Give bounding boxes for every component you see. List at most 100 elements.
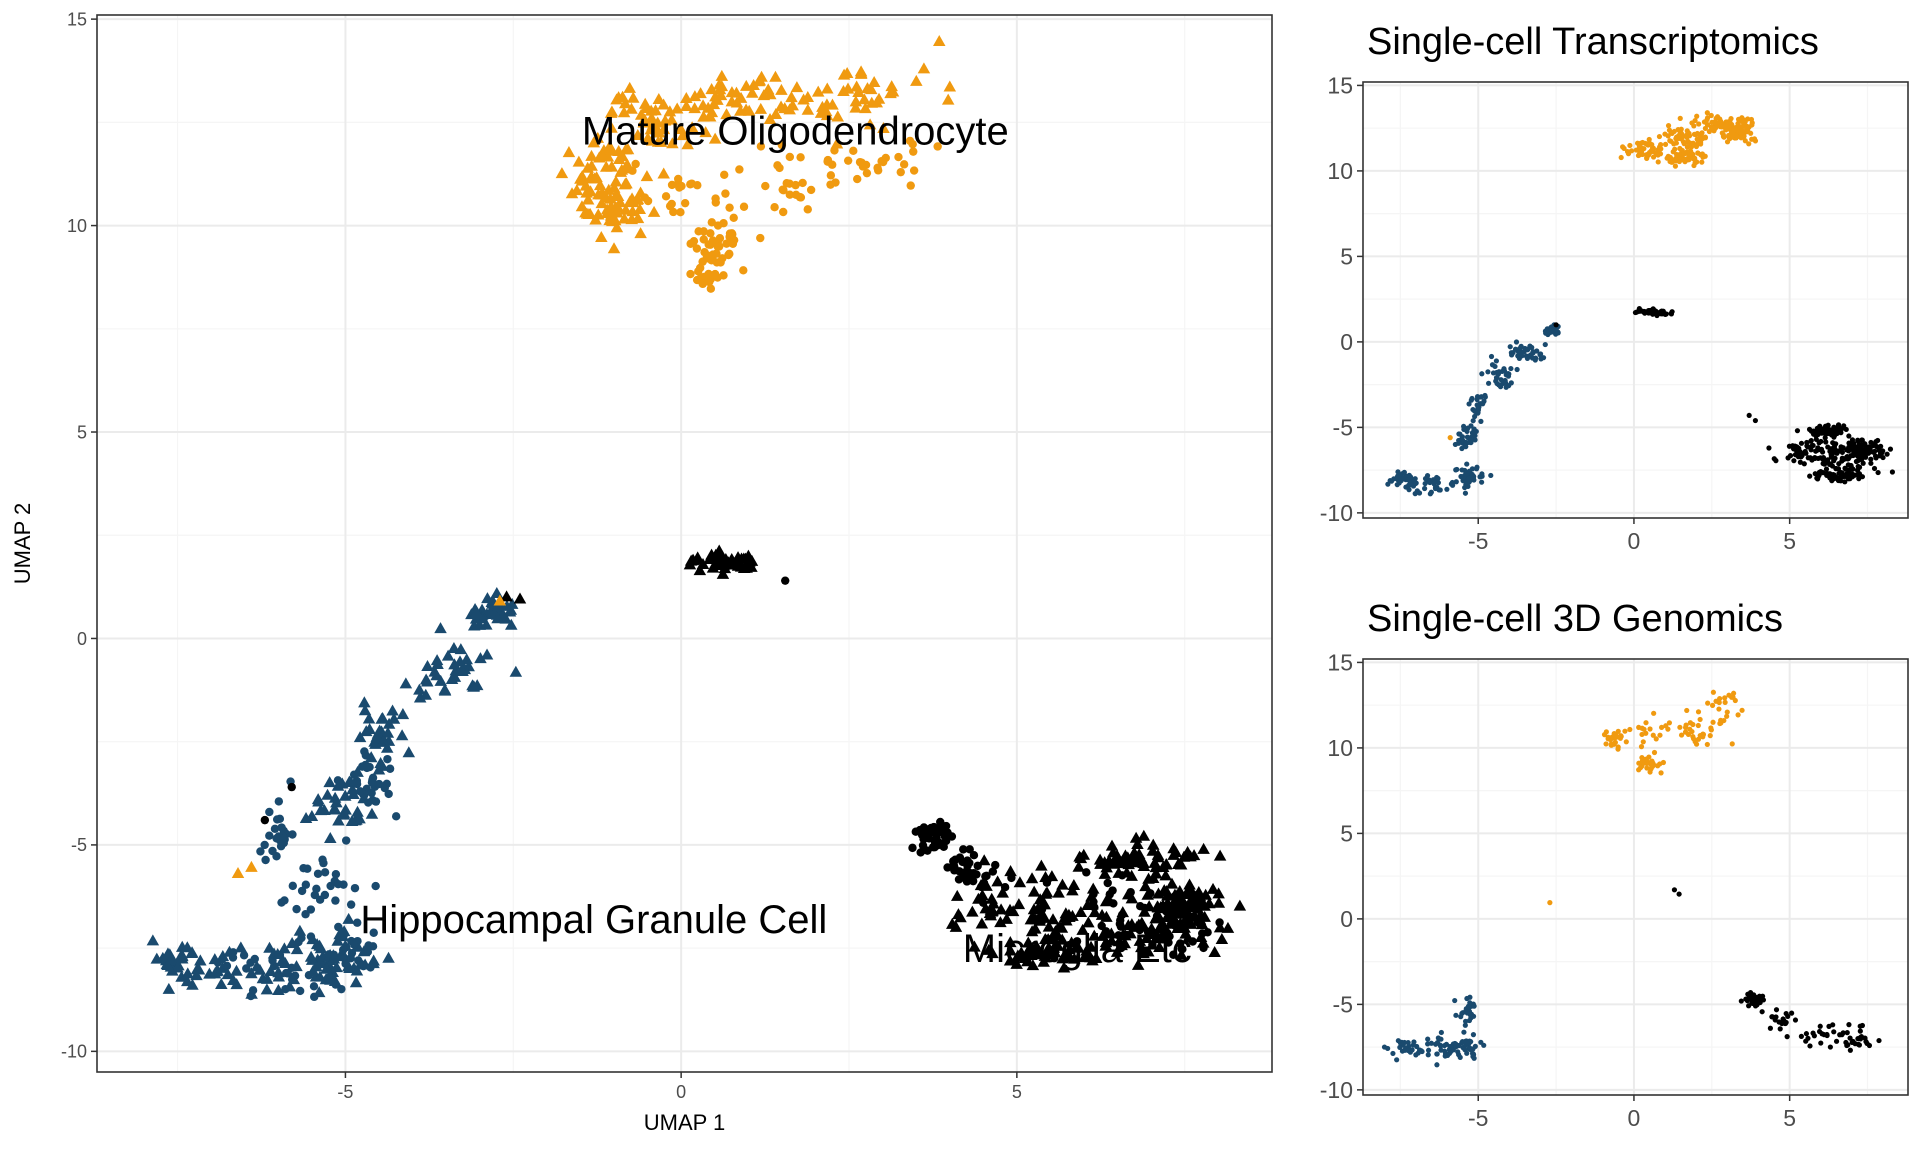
data-point-micro-triangle	[1099, 939, 1113, 951]
data-point-granule-triangle	[505, 618, 518, 630]
data-point-granule-triangle	[353, 812, 366, 824]
data-point-oligo-circle	[1708, 112, 1714, 119]
data-point-micro-triangle	[1188, 893, 1201, 906]
data-point-micro-circle	[1671, 887, 1678, 893]
data-point-granule-circle	[260, 840, 269, 850]
data-point-oligo-circle	[1730, 694, 1736, 700]
data-point-oligo-circle	[1738, 130, 1744, 136]
data-point-micro-circle	[1845, 1042, 1851, 1048]
data-point-micro-triangle	[1187, 849, 1201, 861]
data-point-oligo-triangle	[612, 91, 625, 103]
data-point-oligo-circle	[1641, 726, 1647, 732]
data-point-micro-triangle	[1167, 848, 1180, 860]
data-point-oligo-circle	[1677, 724, 1683, 730]
data-point-micro-circle	[1887, 446, 1894, 452]
data-point-oligo-circle	[1627, 142, 1633, 149]
data-point-oligo-circle	[689, 236, 699, 246]
data-point-granule-triangle	[480, 648, 494, 660]
data-point-granule-triangle	[380, 741, 394, 753]
data-point-micro-circle	[1827, 1044, 1833, 1050]
data-point-oligo-circle	[1639, 151, 1646, 157]
data-point-oligo-triangle	[620, 158, 634, 170]
data-point-oligo-circle	[1742, 119, 1748, 125]
y-tick-label: 15	[1327, 72, 1353, 98]
data-point-micro-triangle	[1080, 950, 1093, 962]
data-point-micro-circle	[1749, 1000, 1755, 1006]
data-point-oligo-triangle	[676, 129, 690, 141]
data-point-oligo-triangle	[640, 170, 654, 182]
data-point-granule-circle	[346, 900, 356, 909]
data-point-micro-triangle	[1011, 949, 1025, 961]
gridlines	[97, 15, 1272, 1072]
data-point-granule-circle	[242, 964, 251, 973]
data-point-micro-circle	[1117, 871, 1127, 880]
data-point-granule-circle	[352, 779, 362, 789]
data-point-micro-circle	[1072, 937, 1082, 946]
data-point-oligo-circle	[1731, 127, 1737, 133]
data-point-granule-circle	[326, 881, 335, 891]
data-point-micro-circle	[1884, 451, 1890, 457]
data-point-micro-circle	[1832, 446, 1838, 452]
data-point-micro-circle	[1822, 423, 1829, 429]
data-point-micro-triangle	[1165, 877, 1179, 889]
data-point-micro-triangle	[1027, 885, 1041, 897]
data-point-micro-circle	[1177, 944, 1186, 954]
x-tick-label: 0	[676, 1082, 686, 1102]
data-point-granule-triangle	[413, 683, 426, 695]
data-point-granule-triangle	[250, 960, 264, 972]
data-point-granule-circle	[1485, 369, 1491, 375]
data-point-micro-circle	[1841, 456, 1847, 463]
data-point-micro-triangle	[1000, 912, 1013, 924]
data-point-micro-triangle	[1208, 945, 1221, 957]
data-point-granule-circle	[310, 890, 320, 900]
data-point-granule-circle	[275, 814, 285, 824]
data-point-granule-circle	[309, 982, 319, 991]
data-point-granule-triangle	[321, 788, 334, 800]
data-point-oligo-circle	[1660, 759, 1667, 766]
data-point-oligo-circle	[1692, 117, 1698, 124]
data-point-oligo-triangle	[605, 121, 618, 133]
data-point-micro-circle	[1857, 472, 1863, 478]
data-point-oligo-circle	[704, 269, 713, 279]
data-point-granule-circle	[346, 954, 355, 963]
data-point-oligo-circle	[1691, 123, 1697, 129]
data-point-granule-circle	[1403, 484, 1409, 490]
data-point-micro-triangle	[1061, 947, 1075, 959]
y-tick-label: -10	[1320, 1077, 1353, 1103]
data-point-micro-triangle	[1088, 929, 1101, 941]
data-point-oligo-circle	[1679, 152, 1685, 158]
data-point-micro-circle	[1777, 1026, 1783, 1032]
data-point-micro-circle	[1858, 451, 1864, 457]
data-point-oligo-triangle	[619, 203, 633, 215]
data-point-micro-triangle	[1139, 880, 1152, 892]
data-point-micro-triangle	[1159, 869, 1172, 881]
data-point-granule-triangle	[324, 832, 337, 844]
data-point-oligo-circle	[1650, 732, 1656, 738]
data-point-granule-triangle	[460, 653, 473, 665]
data-point-granule-circle	[1425, 1047, 1432, 1053]
data-point-granule-triangle	[470, 605, 483, 617]
data-point-micro-circle	[965, 868, 975, 878]
data-point-micro-circle	[1772, 1017, 1778, 1023]
data-point-micro-triangle	[1012, 898, 1026, 910]
data-point-granule-circle	[1434, 1051, 1440, 1057]
data-point-granule-triangle	[216, 961, 229, 973]
data-point-granule-triangle	[382, 717, 396, 729]
data-point-micro-triangle	[1010, 957, 1023, 969]
data-point-oligo-circle	[1603, 729, 1609, 735]
data-point-oligo-circle	[1735, 125, 1741, 131]
data-point-oligo-circle	[712, 249, 721, 258]
data-point-oligo-triangle	[652, 126, 666, 138]
data-point-granule-triangle	[180, 975, 194, 987]
data-point-granule-triangle	[146, 934, 160, 946]
data-point-oligo-circle	[1649, 763, 1655, 769]
data-point-oligo-circle	[909, 147, 918, 156]
data-point-oligo-circle	[1657, 732, 1663, 738]
data-point-granule-triangle	[358, 696, 371, 708]
y-tick-label: -10	[61, 1042, 87, 1062]
data-point-oligo-triangle	[245, 860, 258, 872]
data-point-oligo-circle	[1702, 134, 1708, 140]
data-point-oligo-triangle	[785, 91, 798, 103]
data-point-oligo-triangle	[917, 62, 931, 74]
data-point-granule-circle	[1394, 1057, 1400, 1063]
